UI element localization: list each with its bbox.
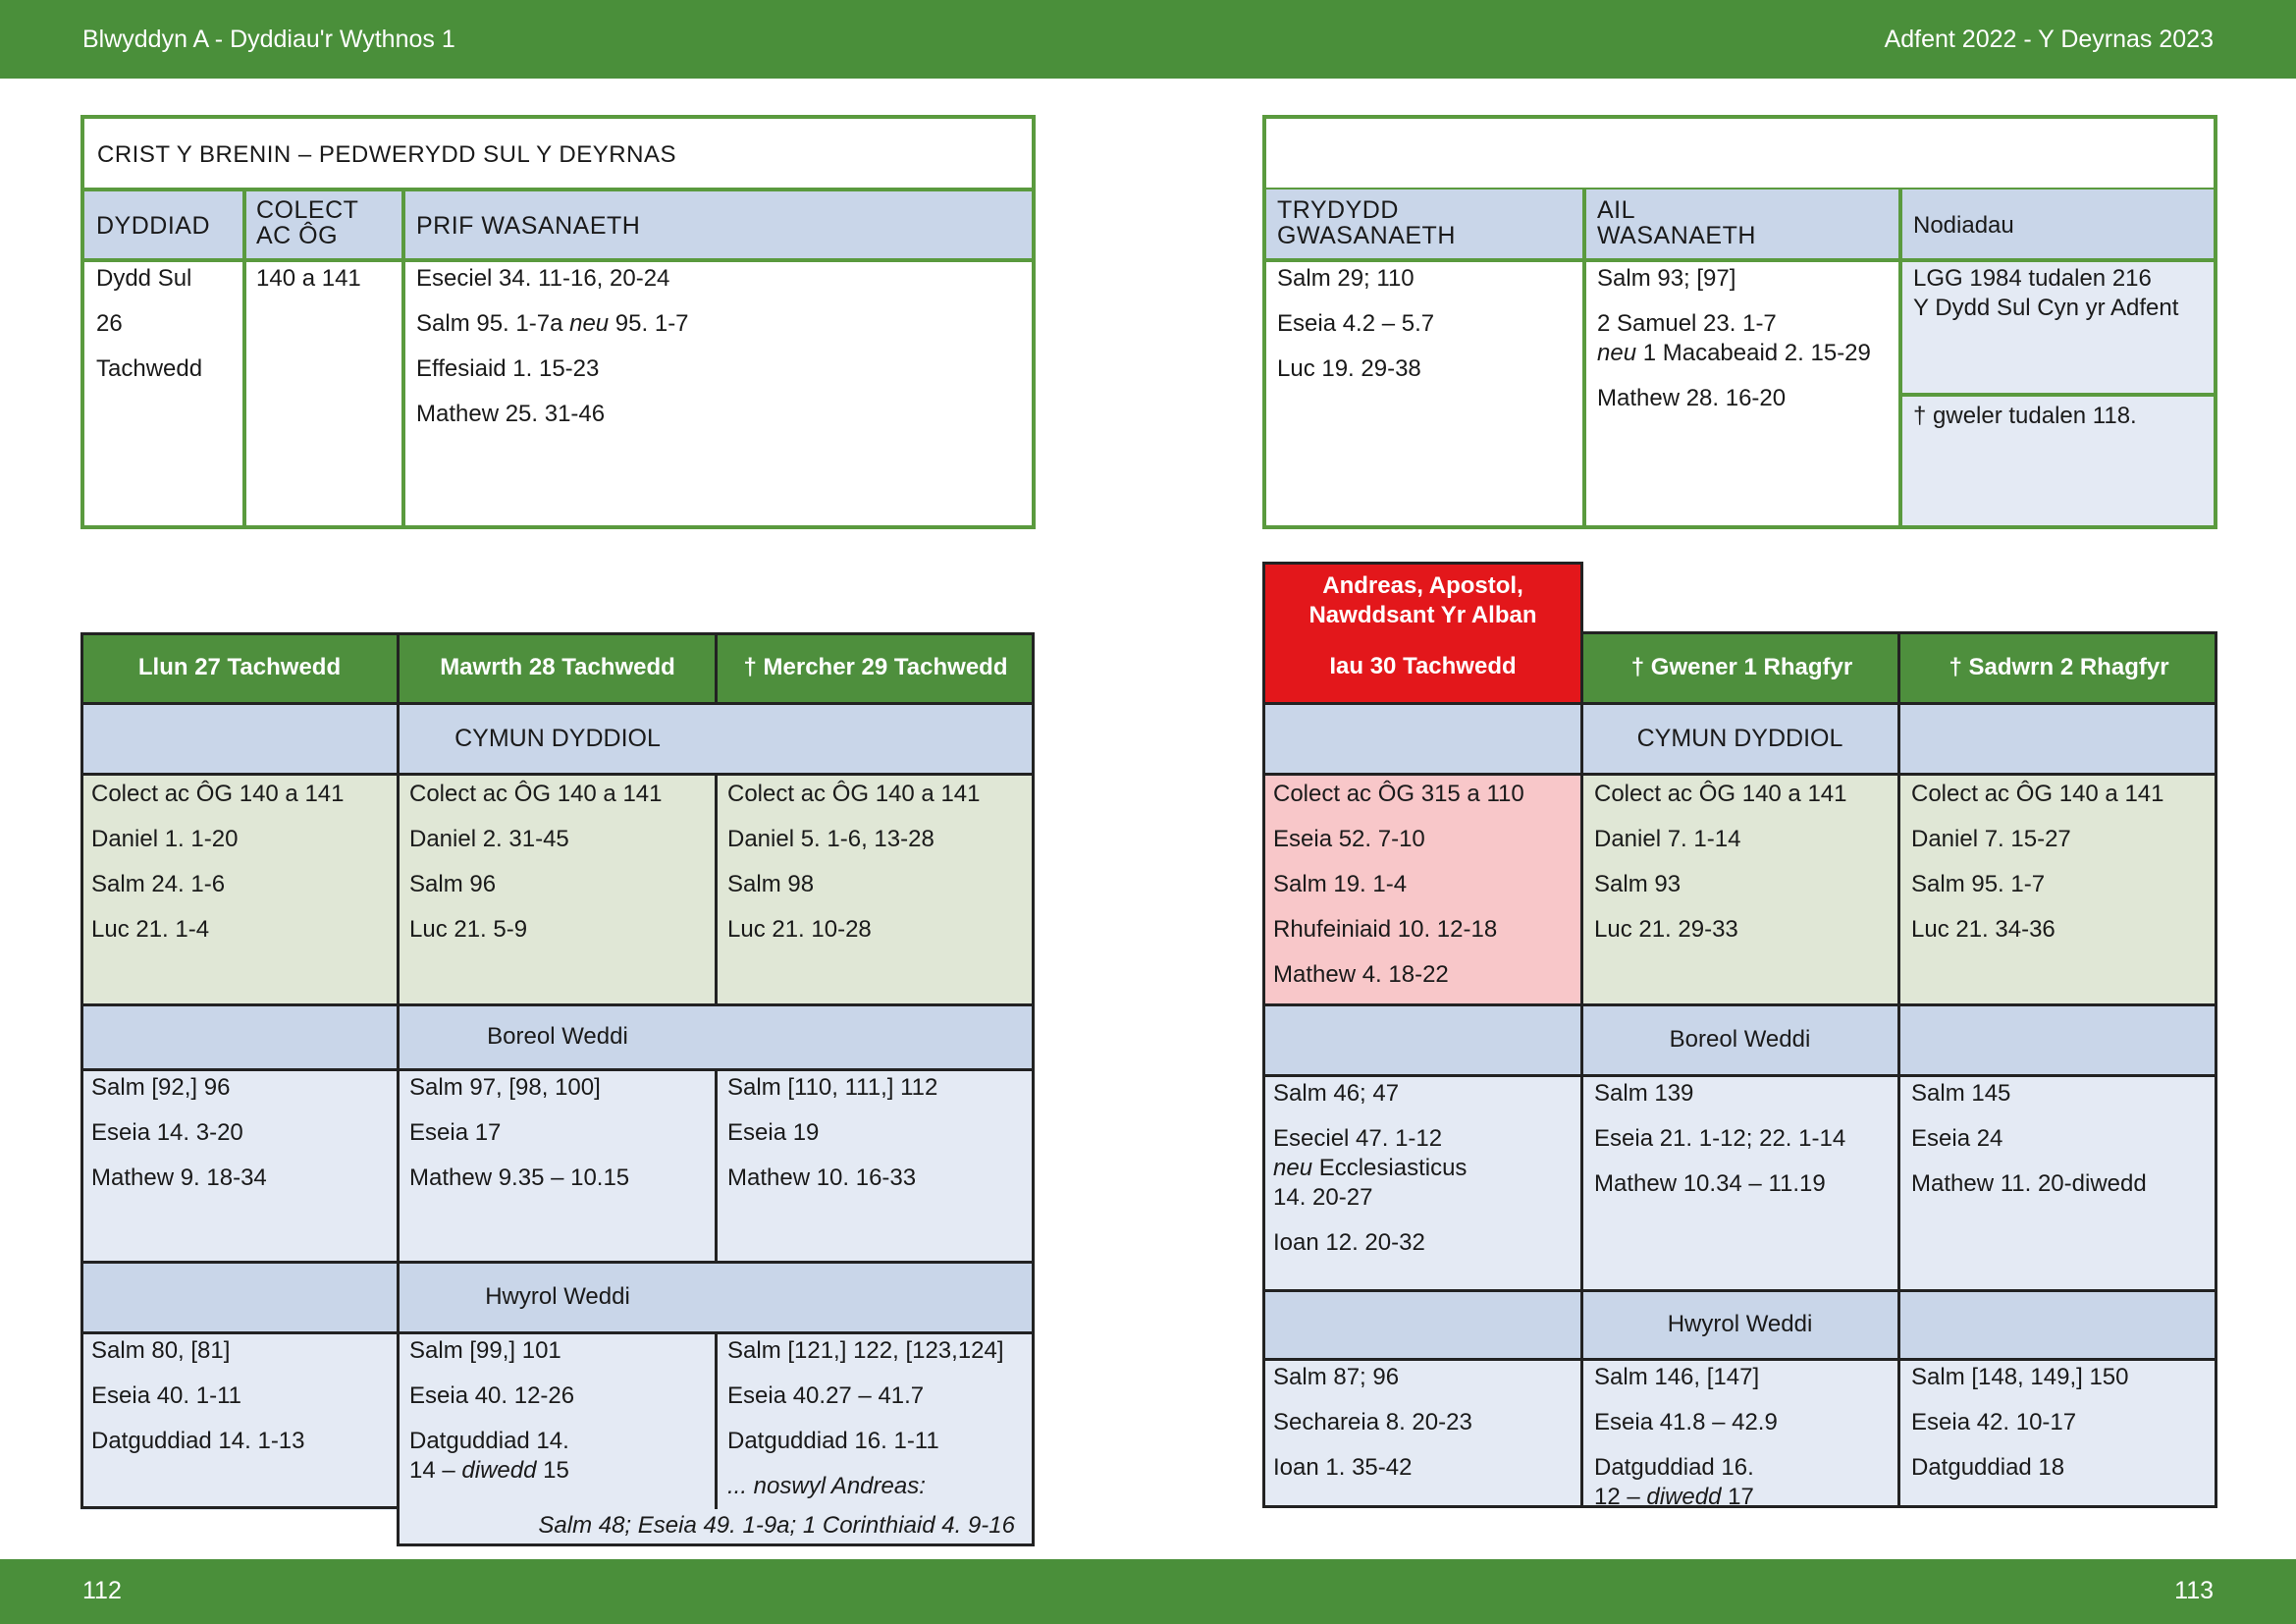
eucharist-cell-sat: Colect ac ÔG 140 a 141 Daniel 7. 15-27 Sal… <box>1900 774 2217 1004</box>
morning-cell-fri: Salm 139 Eseia 21. 1-12; 22. 1-14 Mathew 1… <box>1583 1075 1900 1290</box>
reading: 2 Samuel 23. 1-7 neu 1 Macabeaid 2. 15-29 <box>1597 310 1871 366</box>
eucharist-cell-fri: Colect ac ÔG 140 a 141 Daniel 7. 1-14 Salm… <box>1583 774 1900 1004</box>
sunday-principal-readings: Eseciel 34. 11-16, 20-24 Salm 95. 1-7a n… <box>405 264 1024 445</box>
weekday-grid-left: Llun 27 Tachwedd Mawrth 28 Tachwedd † Me… <box>80 632 1035 1542</box>
section-eucharist: CYMUN DYDDIOL <box>1262 703 2217 774</box>
day-header: † Gwener 1 Rhagfyr <box>1583 632 1900 703</box>
evening-cell-fri: Salm 146, [147] Eseia 41.8 – 42.9 Datgudd… <box>1583 1359 1900 1510</box>
reading: Salm 29; 110 <box>1277 265 1415 292</box>
reading: Effesiaid 1. 15-23 <box>416 355 600 382</box>
morning-cell-thu: Salm 46; 47 Eseciel 47. 1-12 neu Ecclesia… <box>1262 1075 1583 1290</box>
day-header: Iau 30 Tachwedd <box>1329 653 1517 679</box>
reading: Salm 95. 1-7a neu 95. 1-7 <box>416 310 689 337</box>
notes-text: LGG 1984 tudalen 216 Y Dydd Sul Cyn yr A… <box>1913 265 2179 321</box>
eucharist-cell-wed: Colect ac ÔG 140 a 141 Daniel 5. 1-6, 13-… <box>717 774 1035 1004</box>
col-header-second-service: AIL WASANAETH <box>1597 196 1756 249</box>
sunday-right-header-row <box>1266 189 2214 258</box>
header-left-text: Blwyddyn A - Dyddiau'r Wythnos 1 <box>82 26 455 53</box>
eucharist-cell-tue: Colect ac ÔG 140 a 141 Daniel 2. 31-45 Sal… <box>399 774 717 1004</box>
section-evening-prayer: Hwyrol Weddi <box>80 1262 1035 1332</box>
notes-footnote: † gweler tudalen 118. <box>1913 403 2137 429</box>
feast-header: Andreas, Apostol, Nawddsant Yr Alban Iau… <box>1262 562 1583 703</box>
morning-cell-tue: Salm 97, [98, 100] Eseia 17 Mathew 9.35 – … <box>399 1069 717 1262</box>
eucharist-cell-mon: Colect ac ÔG 140 a 141 Daniel 1. 1-20 Salm… <box>80 774 399 1004</box>
third-service-readings: Salm 29; 110 Eseia 4.2 – 5.7 Luc 19. 29-… <box>1266 264 1580 400</box>
col-header-notes: Nodiadau <box>1913 212 2014 239</box>
reading: Salm 93; [97] <box>1597 265 1736 292</box>
date-line: Dydd Sul <box>96 265 192 292</box>
page-number-left: 112 <box>82 1577 122 1604</box>
evening-cell-thu: Salm 87; 96 Sechareia 8. 20-23 Ioan 1. 35-… <box>1262 1359 1583 1508</box>
morning-cell-wed: Salm [110, 111,] 112 Eseia 19 Mathew 10. 1… <box>717 1069 1035 1262</box>
evening-cell-wed: Salm [121,] 122, [123,124] Eseia 40.27 – … <box>717 1332 1035 1510</box>
eve-note-text: Salm 48; Eseia 49. 1-9a; 1 Corinthiaid 4… <box>538 1512 1015 1539</box>
section-morning-prayer: Boreol Weddi <box>80 1004 1035 1069</box>
reading: Luc 19. 29-38 <box>1277 355 1421 382</box>
reading: Eseia 4.2 – 5.7 <box>1277 310 1435 337</box>
reading: Mathew 25. 31-46 <box>416 401 606 427</box>
eve-note-row: Salm 48; Eseia 49. 1-9a; 1 Corinthiaid 4… <box>397 1509 1035 1546</box>
col-header-principal: PRIF WASANAETH <box>416 212 641 240</box>
section-morning-prayer: Boreol Weddi <box>1262 1004 2217 1075</box>
morning-cell-mon: Salm [92,] 96 Eseia 14. 3-20 Mathew 9. 18-… <box>80 1069 399 1262</box>
day-header: † Sadwrn 2 Rhagfyr <box>1900 632 2217 703</box>
col-header-date: DYDDIAD <box>96 212 211 240</box>
header-right-text: Adfent 2022 - Y Deyrnas 2023 <box>1884 26 2214 53</box>
evening-cell-tue: Salm [99,] 101 Eseia 40. 12-26 Datguddiad… <box>399 1332 717 1510</box>
col-header-collect: COLECT AC ÔG <box>256 196 358 249</box>
col-header-third-service: TRYDYDD GWASANAETH <box>1277 196 1456 249</box>
evening-cell-mon: Salm 80, [81] Eseia 40. 1-11 Datguddiad 14… <box>80 1332 399 1510</box>
section-evening-prayer: Hwyrol Weddi <box>1262 1290 2217 1359</box>
sunday-collect: 140 a 141 <box>256 265 361 292</box>
date-line: 26 <box>96 310 123 337</box>
sunday-title: CRIST Y BRENIN – PEDWERYDD SUL Y DEYRNAS <box>97 141 676 168</box>
evening-cell-sat: Salm [148, 149,] 150 Eseia 42. 10-17 Datgu… <box>1900 1359 2217 1508</box>
sunday-header-row <box>84 189 1032 258</box>
second-service-readings: Salm 93; [97] 2 Samuel 23. 1-7 neu 1 Maca… <box>1586 264 1898 429</box>
eucharist-cell-thu: Colect ac ÔG 315 a 110 Eseia 52. 7-10 Salm… <box>1262 774 1583 1004</box>
day-header: Llun 27 Tachwedd <box>80 632 399 703</box>
morning-cell-sat: Salm 145 Eseia 24 Mathew 11. 20-diwedd <box>1900 1075 2217 1290</box>
day-header: Mawrth 28 Tachwedd <box>399 632 717 703</box>
day-header: † Mercher 29 Tachwedd <box>717 632 1035 703</box>
page-number-right: 113 <box>2174 1577 2214 1604</box>
section-eucharist: CYMUN DYDDIOL <box>80 703 1035 774</box>
date-line: Tachwedd <box>96 355 203 382</box>
page-header-bar: Blwyddyn A - Dyddiau'r Wythnos 1 Adfent … <box>0 0 2296 79</box>
sunday-table-left: CRIST Y BRENIN – PEDWERYDD SUL Y DEYRNAS… <box>80 115 1036 529</box>
reading: Mathew 28. 16-20 <box>1597 385 1787 411</box>
sunday-table-right: TRYDYDD GWASANAETH AIL WASANAETH Nodiada… <box>1262 115 2217 529</box>
page-footer-bar: 112 113 <box>0 1559 2296 1624</box>
reading: Eseciel 34. 11-16, 20-24 <box>416 265 670 292</box>
sunday-date: Dydd Sul 26 Tachwedd <box>84 264 241 400</box>
weekday-grid-right: Andreas, Apostol, Nawddsant Yr Alban Iau… <box>1262 562 2217 1510</box>
